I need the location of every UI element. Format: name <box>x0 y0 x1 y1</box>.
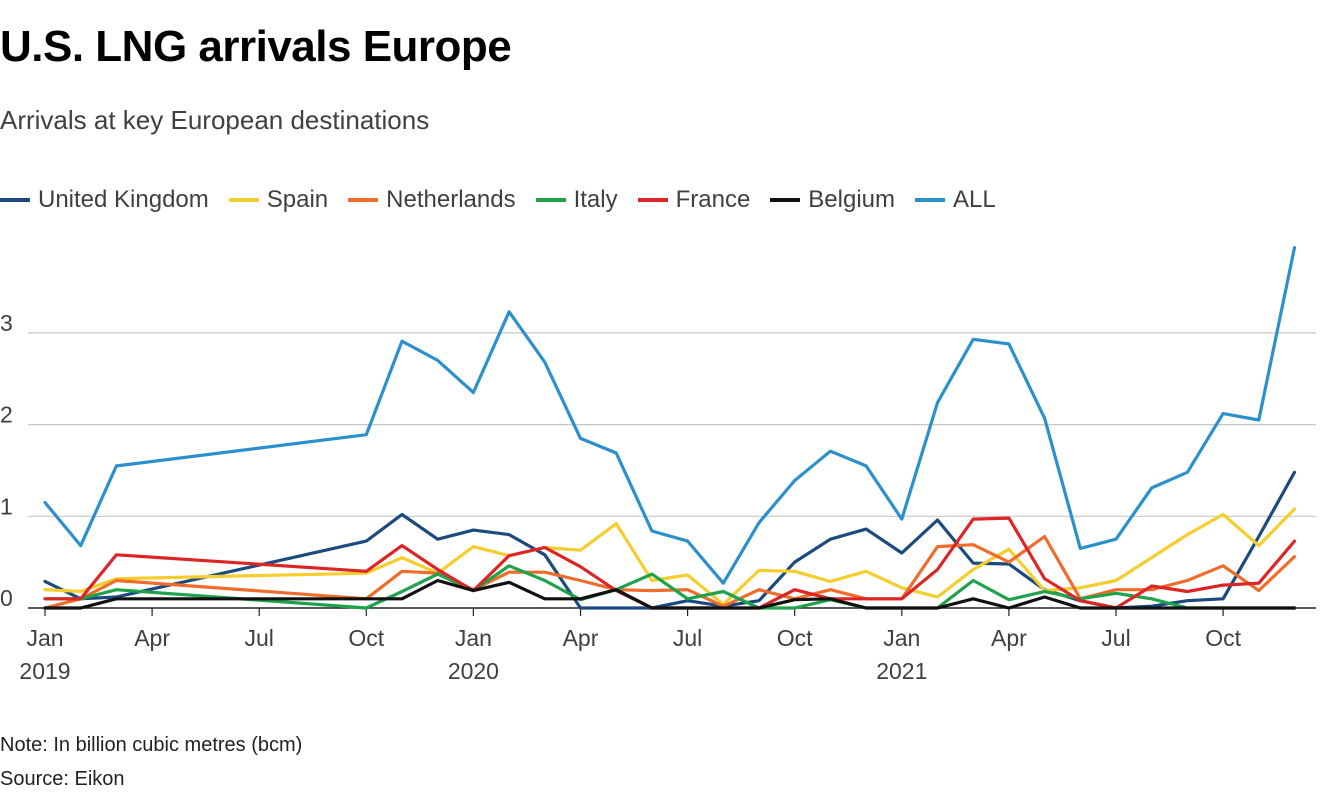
series-lines <box>43 246 1297 610</box>
x-tick-label: Jul <box>244 625 273 651</box>
legend-label: United Kingdom <box>38 186 209 213</box>
y-tick-label: 0 <box>0 585 13 611</box>
legend-swatch <box>0 198 30 202</box>
x-tick-year-label: 2020 <box>448 658 499 684</box>
series-line-netherlands <box>43 534 1297 610</box>
x-tick-label: Oct <box>1205 625 1241 651</box>
legend-label: ALL <box>953 186 996 213</box>
y-tick-label: 2 <box>0 402 13 428</box>
legend-item-france: France <box>637 186 751 214</box>
legend-swatch <box>535 198 566 202</box>
legend-item-belgium: Belgium <box>770 186 895 214</box>
legend-swatch <box>770 198 801 202</box>
legend-label: Italy <box>573 186 618 213</box>
chart-legend: United Kingdom Spain Netherlands Italy Franc… <box>0 186 1016 214</box>
x-tick-label: Jul <box>1101 625 1130 651</box>
x-tick-label: Jan <box>455 625 492 651</box>
y-tick-label: 3 <box>0 310 13 336</box>
y-axis: 0 1 2 3 <box>0 310 13 611</box>
legend-item-spain: Spain <box>228 186 329 214</box>
series-line-belgium <box>43 578 1297 610</box>
series-line-all <box>43 246 1297 585</box>
chart-title: U.S. LNG arrivals Europe <box>0 22 512 71</box>
x-tick-label: Oct <box>777 625 813 651</box>
x-tick-label: Jan <box>883 625 920 651</box>
legend-item-netherlands: Netherlands <box>348 186 516 214</box>
x-tick-label: Apr <box>991 625 1027 651</box>
series-line-france <box>43 516 1297 610</box>
y-tick-label: 1 <box>0 493 13 519</box>
chart-subtitle: Arrivals at key European destinations <box>0 105 430 135</box>
series-line-spain <box>43 507 1297 606</box>
legend-swatch <box>637 198 668 202</box>
legend-label: Spain <box>266 186 329 213</box>
legend-swatch <box>348 198 379 202</box>
x-tick-label: Oct <box>348 625 384 651</box>
series-line-italy <box>43 564 1297 610</box>
legend-item-united-kingdom: United Kingdom <box>0 186 209 214</box>
x-axis: Jan 2019 Apr Jul Oct Jan 2020 Apr Jul Oct Jan 2021 A… <box>19 608 1242 684</box>
legend-swatch <box>228 198 259 202</box>
footnote-source: Source: Eikon <box>0 768 125 790</box>
x-tick-label: Jan <box>26 625 63 651</box>
legend-label: Belgium <box>808 186 896 213</box>
legend-swatch <box>915 198 946 202</box>
legend-label: France <box>675 186 751 213</box>
legend-item-all: ALL <box>915 186 996 214</box>
x-tick-label: Jul <box>673 625 702 651</box>
gridlines <box>28 332 1316 609</box>
footnote-note: Note: In billion cubic metres (bcm) <box>0 734 303 756</box>
x-tick-label: Apr <box>134 625 170 651</box>
legend-item-italy: Italy <box>535 186 618 214</box>
x-tick-label: Apr <box>563 625 599 651</box>
legend-label: Netherlands <box>386 186 516 213</box>
x-tick-year-label: 2021 <box>876 658 927 684</box>
x-tick-year-label: 2019 <box>19 658 70 684</box>
